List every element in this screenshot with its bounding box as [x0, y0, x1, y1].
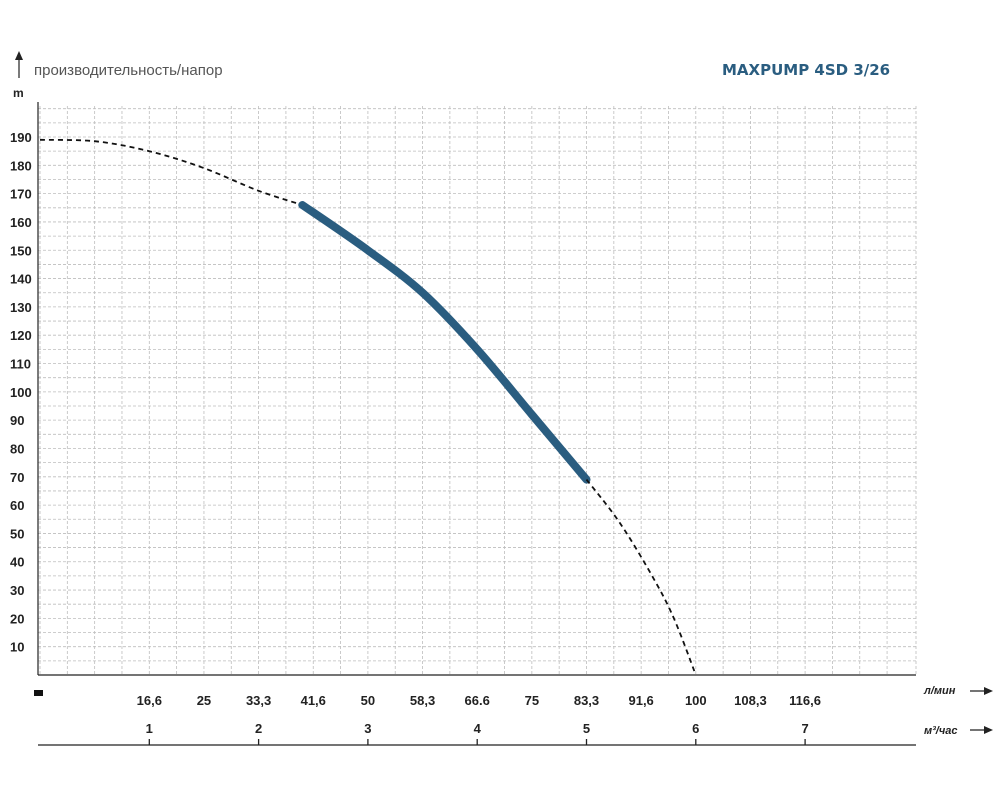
x-tick-label-lmin: 50	[361, 693, 375, 708]
chart-grid	[38, 106, 917, 675]
x-tick-label-m3h: 6	[692, 721, 699, 736]
x-tick-label-m3h: 7	[801, 721, 808, 736]
y-axis-label: m	[13, 86, 24, 100]
chart-title: MAXPUMP 4SD 3/26	[722, 61, 890, 79]
y-tick-label: 130	[10, 300, 32, 315]
chart-labels: 1020304050607080901001101201301401501601…	[10, 130, 821, 736]
y-tick-label: 100	[10, 385, 32, 400]
x-axis-unit-m3h: м³/час	[924, 725, 958, 737]
y-tick-label: 60	[10, 498, 24, 513]
x-tick-label-lmin: 58,3	[410, 693, 435, 708]
y-tick-label: 50	[10, 526, 24, 541]
x-tick-label-lmin: 16,6	[137, 693, 162, 708]
y-tick-label: 150	[10, 243, 32, 258]
y-tick-label: 10	[10, 640, 24, 655]
y-tick-label: 190	[10, 130, 32, 145]
x-tick-label-lmin: 83,3	[574, 693, 599, 708]
performance-curve-dashed	[39, 138, 303, 206]
y-tick-label: 80	[10, 441, 24, 456]
x-tick-label-m3h: 2	[255, 721, 262, 736]
y-tick-label: 90	[10, 413, 24, 428]
y-tick-label: 40	[10, 555, 24, 570]
x-axis-arrow-icon	[970, 687, 993, 695]
y-tick-label: 20	[10, 611, 24, 626]
x-tick-label-lmin: 33,3	[246, 693, 271, 708]
x-axis-arrow-icon	[970, 726, 993, 734]
chart-curves	[39, 138, 697, 676]
x-tick-label-lmin: 75	[525, 693, 539, 708]
y-tick-label: 180	[10, 158, 32, 173]
x-tick-label-lmin: 25	[197, 693, 211, 708]
x-axis-unit-lmin: л/мин	[923, 685, 956, 697]
x-tick-label-m3h: 1	[146, 721, 153, 736]
y-tick-label: 170	[10, 187, 32, 202]
y-tick-label: 120	[10, 328, 32, 343]
x-tick-label-lmin: 100	[685, 693, 707, 708]
x-tick-label-lmin: 108,3	[734, 693, 767, 708]
x-tick-label-m3h: 3	[364, 721, 371, 736]
x-tick-label-lmin: 116,6	[789, 693, 821, 708]
y-tick-label: 140	[10, 272, 32, 287]
x-tick-label-m3h: 5	[583, 721, 590, 736]
x-tick-label-m3h: 4	[474, 721, 482, 736]
y-tick-label: 110	[10, 357, 31, 372]
y-tick-label: 70	[10, 470, 24, 485]
x-tick-label-lmin: 66.6	[465, 693, 490, 708]
chart-axes	[37, 102, 916, 746]
legend-marker	[34, 690, 43, 696]
performance-curve-dashed	[585, 479, 697, 676]
y-axis-arrow-icon	[15, 51, 23, 78]
x-tick-label-lmin: 41,6	[301, 693, 326, 708]
performance-curve-operating	[298, 201, 591, 484]
x-tick-label-lmin: 91,6	[628, 693, 653, 708]
chart-subtitle: производительность/напор	[34, 62, 223, 79]
y-tick-label: 160	[10, 215, 32, 230]
y-tick-label: 30	[10, 583, 24, 598]
